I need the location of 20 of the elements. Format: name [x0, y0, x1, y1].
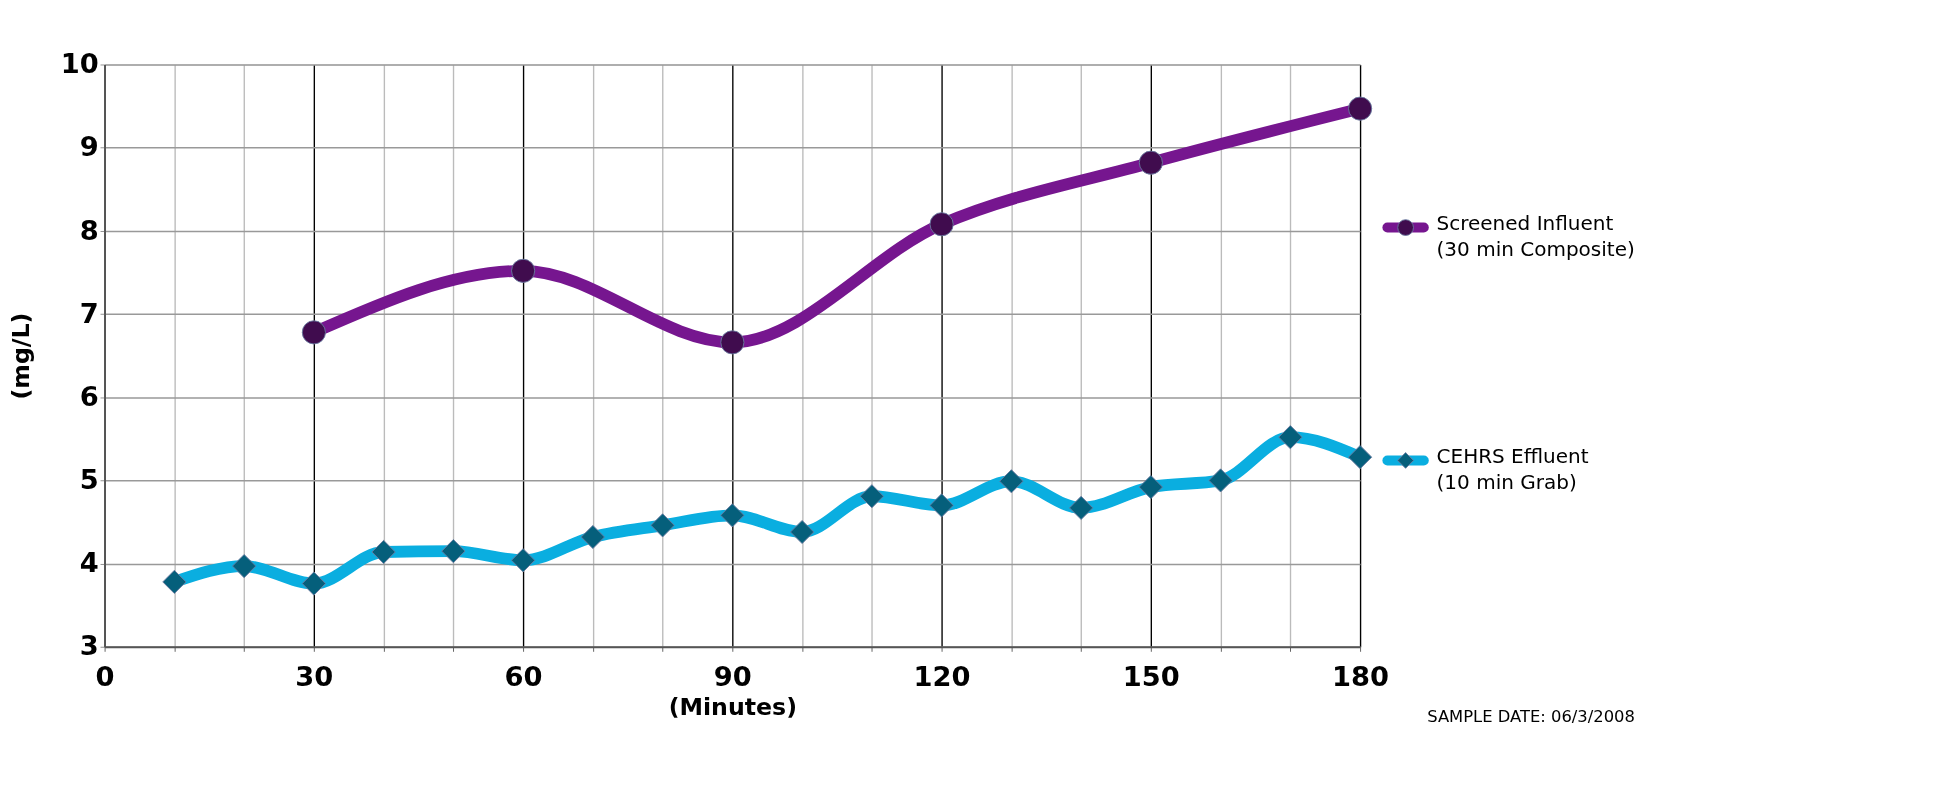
- y-tick-label: 10: [60, 48, 99, 80]
- x-tick-label: 120: [913, 661, 971, 693]
- x-tick-label: 30: [295, 661, 334, 693]
- text: SAMPLE DATE: 06/3/2008: [1427, 707, 1635, 727]
- x-tick-label: 0: [95, 661, 115, 693]
- x-axis-title: (Minutes): [668, 692, 797, 721]
- y-tick-label: 8: [79, 214, 99, 246]
- y-tick-label: 6: [79, 380, 99, 412]
- y-tick-label: 5: [79, 464, 99, 496]
- x-tick-label: 150: [1122, 661, 1180, 693]
- legend-label: Screened Influent (30 min Composite): [1436, 211, 1635, 261]
- y-tick-label: 7: [79, 297, 99, 329]
- x-tick-label: 90: [713, 661, 752, 693]
- x-tick-label: 180: [1332, 661, 1390, 693]
- y-tick-label: 3: [79, 630, 99, 662]
- y-tick-label: 9: [79, 131, 99, 163]
- legend-label: CEHRS Effluent (10 min Grab): [1436, 444, 1589, 494]
- y-axis-title: (mg/L): [6, 312, 35, 400]
- x-tick-label: 60: [504, 661, 543, 693]
- y-tick-label: 4: [79, 547, 99, 579]
